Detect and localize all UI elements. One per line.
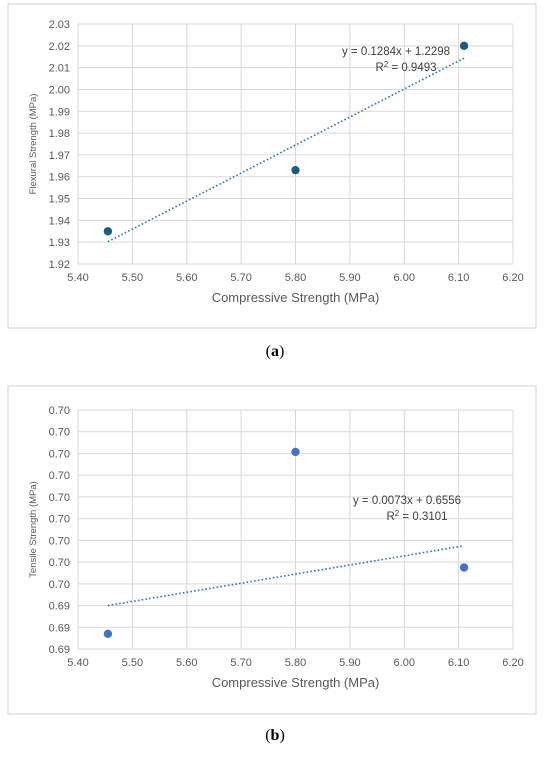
data-point	[291, 447, 300, 457]
y-tick-label: 2.00	[49, 84, 70, 96]
y-tick-label: 1.95	[49, 194, 70, 206]
data-point	[459, 563, 469, 572]
x-tick-label: 5.70	[230, 657, 251, 669]
caption-b: (b)	[265, 727, 285, 744]
y-tick-label: 0.70	[49, 405, 70, 417]
x-axis-title: Compressive Strength (MPa)	[212, 675, 380, 690]
y-tick-label: 1.98	[49, 128, 70, 140]
y-tick-label: 0.69	[49, 644, 70, 656]
y-tick-label: 2.03	[49, 19, 70, 31]
r-squared-label: R2 = 0.9493	[375, 60, 436, 75]
x-tick-label: 5.50	[122, 657, 143, 669]
y-tick-label: 0.70	[49, 427, 70, 439]
y-tick-label: 0.70	[49, 492, 70, 504]
x-tick-label: 6.10	[448, 657, 469, 669]
trendline-equation: y = 0.1284x + 1.2298	[342, 46, 450, 58]
chart-panel-b: 5.40 5.50 5.60 5.70 5.80 5.90 6.00 6.10 6.20 0.69…	[0, 380, 550, 757]
data-point	[103, 227, 113, 236]
y-tick-label: 0.70	[49, 448, 70, 460]
x-tick-label: 5.90	[339, 272, 360, 284]
y-tick-label: 0.70	[49, 514, 70, 526]
scatter-chart-a: 5.40 5.50 5.60 5.70 5.80 5.90 6.00 6.10 6.20 1.92…	[7, 3, 537, 329]
x-tick-label: 5.60	[176, 272, 197, 284]
y-tick-label: 0.70	[49, 579, 70, 591]
data-point	[103, 629, 113, 638]
y-tick-label: 0.69	[49, 601, 70, 613]
y-tick-label: 1.99	[49, 106, 70, 118]
scatter-chart-b: 5.40 5.50 5.60 5.70 5.80 5.90 6.00 6.10 6.20 0.69…	[7, 385, 537, 715]
x-tick-label: 6.00	[394, 272, 415, 284]
y-tick-label: 0.70	[49, 535, 70, 547]
chart-panel-a: 5.40 5.50 5.60 5.70 5.80 5.90 6.00 6.10 6.20 1.92…	[0, 0, 550, 372]
chart-frame	[7, 3, 537, 329]
y-axis-title: Flexural Strength (MPa)	[28, 94, 39, 195]
trendline	[107, 545, 465, 607]
x-tick-label: 5.40	[67, 657, 88, 669]
y-tick-label: 1.96	[49, 172, 70, 184]
x-tick-label: 5.50	[122, 272, 143, 284]
y-tick-label: 1.97	[49, 150, 70, 162]
y-tick-label: 2.02	[49, 41, 70, 53]
x-tick-label: 6.00	[394, 657, 415, 669]
x-tick-label: 5.80	[285, 657, 306, 669]
x-tick-label: 5.90	[339, 657, 360, 669]
x-tick-label: 6.10	[448, 272, 469, 284]
y-tick-label: 0.69	[49, 622, 70, 634]
y-tick-label: 2.01	[49, 63, 70, 75]
x-tick-label: 6.20	[502, 272, 523, 284]
y-tick-label: 1.92	[49, 259, 70, 271]
trendline-equation: y = 0.0073x + 0.6556	[353, 495, 461, 507]
y-tick-label: 0.70	[49, 470, 70, 482]
y-tick-label: 0.70	[49, 557, 70, 569]
chart-frame	[7, 385, 537, 715]
caption-a: (a)	[265, 343, 285, 360]
y-tick-label: 1.93	[49, 237, 70, 249]
x-tick-label: 5.40	[67, 272, 88, 284]
y-tick-label: 1.94	[49, 215, 70, 227]
data-point	[291, 165, 300, 175]
x-tick-label: 5.60	[176, 657, 197, 669]
x-axis-title: Compressive Strength (MPa)	[212, 290, 380, 305]
data-point	[459, 41, 469, 51]
r-squared-label: R2 = 0.3101	[386, 509, 447, 524]
x-tick-label: 5.70	[230, 272, 251, 284]
x-tick-label: 6.20	[502, 657, 523, 669]
x-tick-label: 5.80	[285, 272, 306, 284]
y-axis-title: Tensile Strength (MPa)	[28, 481, 39, 578]
